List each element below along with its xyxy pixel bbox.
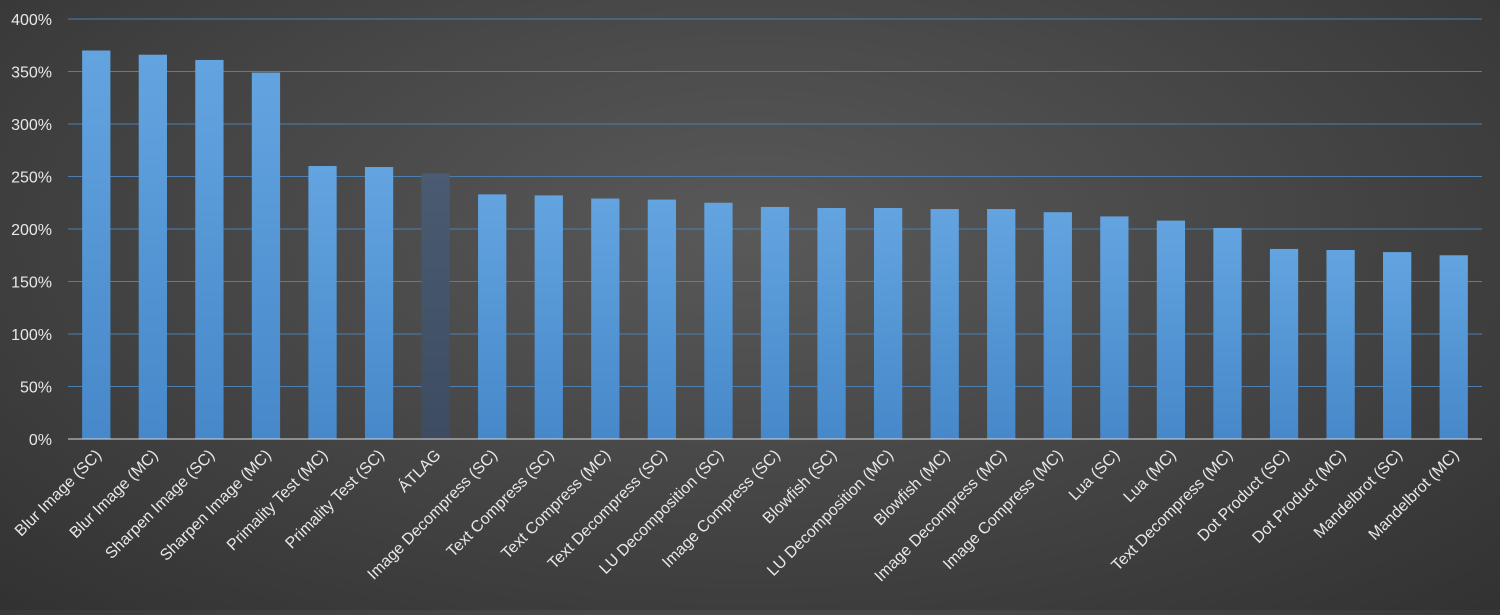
x-tick-label: Dot Product (MC) xyxy=(1249,447,1349,547)
y-tick-label: 0% xyxy=(29,432,52,449)
bar xyxy=(1326,250,1355,439)
x-tick-label: Primality Test (MC) xyxy=(224,447,331,554)
bar xyxy=(817,208,846,439)
y-tick-label: 350% xyxy=(11,65,52,82)
y-tick-label: 150% xyxy=(11,275,52,292)
bar xyxy=(478,194,507,439)
y-tick-label: 400% xyxy=(11,12,52,29)
bars xyxy=(82,50,1468,440)
bar xyxy=(1439,255,1468,439)
x-tick-label: Image Compress (MC) xyxy=(940,447,1066,573)
x-tick-label: Text Compress (SC) xyxy=(444,447,558,561)
y-tick-label: 300% xyxy=(11,117,52,134)
bar xyxy=(1100,216,1129,439)
bar xyxy=(251,72,281,440)
bar xyxy=(1156,220,1186,439)
bar xyxy=(534,195,563,439)
bar xyxy=(1043,212,1072,439)
labels: 0%50%100%150%200%250%300%350%400%Blur Im… xyxy=(11,12,1462,585)
bar xyxy=(82,50,111,439)
bar xyxy=(591,198,620,439)
bar xyxy=(138,54,167,439)
bar xyxy=(647,199,677,439)
bar xyxy=(364,167,394,440)
bar xyxy=(1269,248,1299,439)
x-tick-label: Sharpen Image (SC) xyxy=(102,447,218,563)
x-tick-label: Sharpen Image (MC) xyxy=(157,447,275,565)
x-tick-label: Text Compress (MC) xyxy=(498,447,614,563)
y-tick-label: 50% xyxy=(20,380,52,397)
bar xyxy=(760,206,790,439)
bar xyxy=(1213,227,1242,439)
x-tick-label: Lua (MC) xyxy=(1121,447,1180,506)
x-tick-label: Lua (SC) xyxy=(1066,447,1123,504)
x-tick-label: Primality Test (SC) xyxy=(282,447,387,552)
bar xyxy=(195,59,224,439)
bar xyxy=(704,202,733,439)
y-tick-label: 250% xyxy=(11,170,52,187)
bar xyxy=(308,166,337,439)
bar xyxy=(1383,252,1412,439)
bar xyxy=(873,208,903,439)
bar xyxy=(930,209,959,439)
y-tick-label: 200% xyxy=(11,222,52,239)
x-tick-label: ÁTLAG xyxy=(394,445,445,496)
bar xyxy=(421,173,450,439)
y-tick-label: 100% xyxy=(11,327,52,344)
bar xyxy=(987,209,1016,439)
